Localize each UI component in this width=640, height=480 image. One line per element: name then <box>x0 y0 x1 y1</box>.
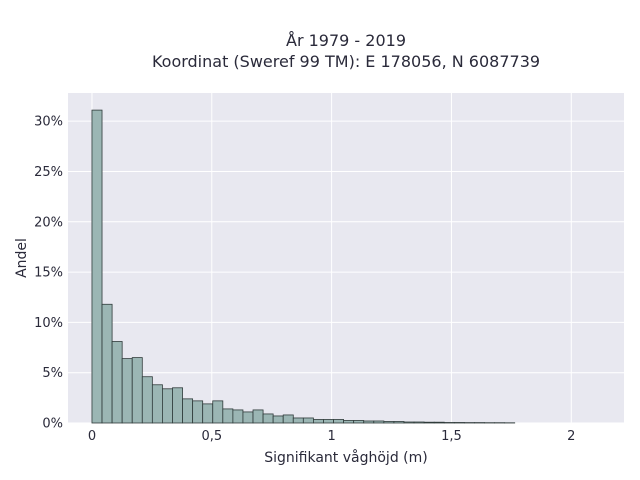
x-tick-label: 1 <box>327 429 335 444</box>
histogram-bar <box>91 109 103 424</box>
histogram-bar <box>423 421 435 424</box>
plot-background <box>68 93 624 423</box>
histogram-bar <box>272 415 284 424</box>
histogram-bar <box>433 421 445 424</box>
histogram-bar <box>162 388 173 424</box>
histogram-bar <box>182 398 194 424</box>
histogram-bar <box>302 417 314 424</box>
x-tick-label: 2 <box>567 429 575 444</box>
y-tick-label: 25% <box>34 165 63 180</box>
histogram-bar <box>292 417 304 424</box>
histogram-bar <box>192 400 204 424</box>
histogram-bar <box>131 357 143 424</box>
histogram-bar <box>282 414 294 424</box>
histogram-bar <box>393 421 405 424</box>
y-tick-label: 15% <box>34 266 63 281</box>
histogram-bar <box>343 420 355 424</box>
histogram-bar <box>232 409 244 424</box>
x-axis-label: Signifikant våghöjd (m) <box>264 449 427 466</box>
histogram-bar <box>413 421 425 424</box>
y-tick-label: 20% <box>34 215 63 230</box>
histogram-bar <box>222 408 234 424</box>
y-tick-label: 10% <box>34 316 63 331</box>
y-axis-label: Andel <box>14 238 30 278</box>
histogram-bar <box>141 376 153 424</box>
histogram-bar <box>262 413 274 424</box>
y-tick-label: 30% <box>34 115 63 130</box>
x-tick-label: 1,5 <box>441 429 462 444</box>
histogram-bar <box>323 419 334 424</box>
histogram-bar <box>453 422 465 424</box>
y-tick-label: 0% <box>42 417 63 432</box>
histogram-bar <box>121 358 133 424</box>
histogram-bars <box>91 109 516 424</box>
histogram-bar <box>151 384 163 424</box>
y-tick-label: 5% <box>42 366 63 381</box>
histogram-bar <box>242 411 254 424</box>
histogram-bar <box>252 409 264 424</box>
histogram-bar <box>383 421 395 424</box>
histogram-bar <box>403 421 415 424</box>
histogram-bar <box>313 419 324 424</box>
chart-title-line2: Koordinat (Sweref 99 TM): E 178056, N 60… <box>152 52 540 71</box>
histogram-bar <box>333 419 345 424</box>
histogram-bar <box>172 387 183 424</box>
x-tick-labels: 0 0,5 1 1,5 2 <box>88 429 576 444</box>
histogram-bar <box>443 422 455 424</box>
x-tick-label: 0,5 <box>201 429 222 444</box>
y-tick-labels: 0% 5% 10% 15% 20% 25% 30% <box>34 115 63 432</box>
histogram-bar <box>373 420 385 424</box>
histogram-bar <box>202 403 214 424</box>
histogram-bar <box>111 341 123 424</box>
histogram-bar <box>353 420 365 424</box>
histogram-bar <box>101 303 113 424</box>
chart-title-line1: År 1979 - 2019 <box>286 31 406 50</box>
histogram-bar <box>363 420 375 424</box>
histogram-bar <box>212 400 224 424</box>
x-tick-label: 0 <box>88 429 96 444</box>
